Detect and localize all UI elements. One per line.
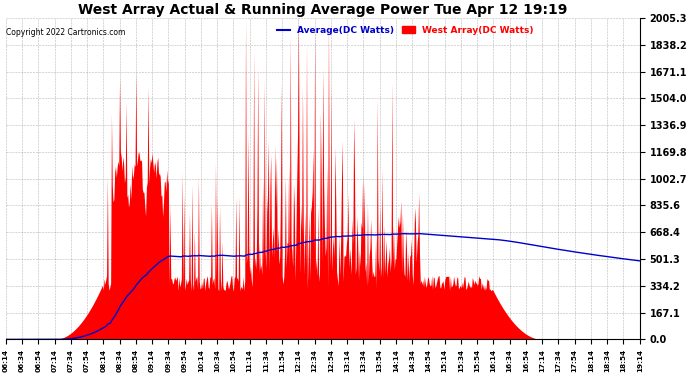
Title: West Array Actual & Running Average Power Tue Apr 12 19:19: West Array Actual & Running Average Powe…: [78, 3, 567, 17]
Text: Copyright 2022 Cartronics.com: Copyright 2022 Cartronics.com: [6, 28, 126, 37]
Legend: Average(DC Watts), West Array(DC Watts): Average(DC Watts), West Array(DC Watts): [273, 22, 538, 39]
